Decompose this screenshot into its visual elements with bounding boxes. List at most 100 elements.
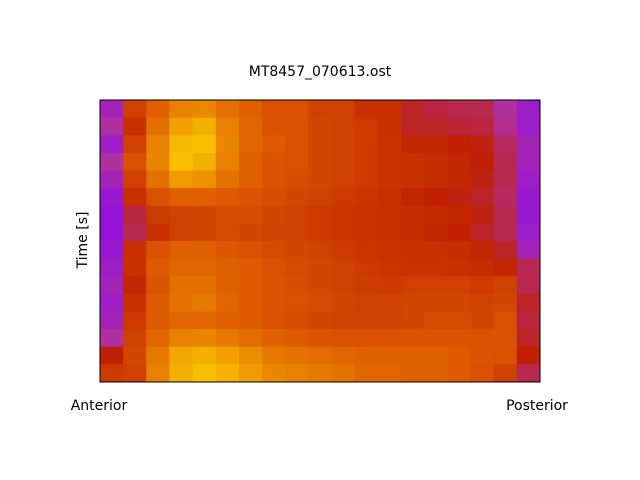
- heatmap-cell: [285, 258, 309, 277]
- heatmap-cell: [192, 346, 217, 365]
- heatmap-cell: [424, 364, 448, 383]
- heatmap-cell: [262, 223, 286, 242]
- heatmap-cell: [262, 100, 286, 119]
- heatmap-cell: [262, 364, 286, 383]
- heatmap-cell: [285, 241, 309, 260]
- heatmap-cell: [377, 346, 402, 365]
- heatmap-cell: [146, 170, 170, 189]
- heatmap-cell: [516, 117, 541, 136]
- heatmap-cell: [285, 346, 309, 365]
- heatmap-cell: [100, 170, 124, 189]
- heatmap-cell: [401, 258, 425, 277]
- heatmap-cell: [238, 311, 263, 330]
- heatmap-cell: [285, 100, 309, 119]
- heatmap-cell: [516, 100, 541, 119]
- heatmap-cell: [516, 152, 541, 171]
- heatmap-cell: [493, 293, 518, 312]
- heatmap-cell: [308, 311, 333, 330]
- heatmap-cell: [401, 135, 425, 154]
- heatmap-cell: [377, 311, 402, 330]
- heatmap-cell: [238, 276, 263, 295]
- heatmap-cell: [169, 241, 194, 260]
- heatmap-cell: [401, 223, 425, 242]
- plot-frame: [99, 99, 541, 383]
- heatmap-cell: [100, 311, 124, 330]
- heatmap-cell: [354, 135, 379, 154]
- heatmap-cell: [493, 188, 518, 207]
- heatmap-cell: [401, 205, 425, 224]
- heatmap-cell: [192, 364, 217, 383]
- heatmap-cell: [516, 170, 541, 189]
- heatmap-cell: [331, 170, 356, 189]
- heatmap-cell: [470, 258, 495, 277]
- heatmap-cell: [424, 346, 448, 365]
- heatmap-cell: [377, 152, 402, 171]
- chart-title: MT8457_070613.ost: [249, 64, 392, 80]
- heatmap-cell: [146, 241, 170, 260]
- heatmap-cell: [447, 135, 472, 154]
- heatmap-cell: [470, 241, 495, 260]
- heatmap-cell: [493, 117, 518, 136]
- heatmap-cell: [169, 364, 194, 383]
- heatmap-cell: [169, 329, 194, 348]
- heatmap-cell: [516, 276, 541, 295]
- heatmap-cell: [424, 329, 448, 348]
- heatmap-cell: [238, 205, 263, 224]
- heatmap-cell: [262, 311, 286, 330]
- heatmap-cell: [377, 241, 402, 260]
- heatmap-cell: [354, 152, 379, 171]
- heatmap-cell: [285, 170, 309, 189]
- heatmap-cell: [493, 329, 518, 348]
- heatmap-cell: [493, 276, 518, 295]
- heatmap-cell: [215, 258, 240, 277]
- heatmap-cell: [262, 346, 286, 365]
- heatmap-cell: [470, 205, 495, 224]
- heatmap-cell: [377, 205, 402, 224]
- heatmap-cell: [100, 346, 124, 365]
- heatmap-cell: [169, 117, 194, 136]
- heatmap-cell: [146, 188, 170, 207]
- heatmap-cell: [285, 117, 309, 136]
- heatmap-cell: [447, 100, 472, 119]
- heatmap-cell: [493, 223, 518, 242]
- heatmap-cell: [377, 117, 402, 136]
- heatmap-cell: [447, 241, 472, 260]
- heatmap-cell: [331, 152, 356, 171]
- heatmap-cell: [354, 170, 379, 189]
- heatmap-cell: [192, 223, 217, 242]
- heatmap-cell: [123, 364, 147, 383]
- heatmap-cell: [192, 152, 217, 171]
- heatmap-cell: [308, 258, 333, 277]
- heatmap-cell: [470, 329, 495, 348]
- heatmap-cell: [308, 117, 333, 136]
- y-axis-label: Time [s]: [75, 212, 91, 270]
- heatmap-cell: [354, 364, 379, 383]
- heatmap-cell: [401, 364, 425, 383]
- heatmap-cell: [146, 293, 170, 312]
- heatmap-cell: [146, 100, 170, 119]
- heatmap-cell: [493, 241, 518, 260]
- heatmap-cell: [123, 258, 147, 277]
- heatmap-cell: [146, 364, 170, 383]
- heatmap-cell: [516, 311, 541, 330]
- heatmap-cell: [516, 241, 541, 260]
- heatmap-cell: [354, 117, 379, 136]
- heatmap-cell: [123, 135, 147, 154]
- heatmap-cell: [215, 205, 240, 224]
- heatmap-cell: [238, 188, 263, 207]
- heatmap-cell: [493, 152, 518, 171]
- heatmap-cell: [470, 311, 495, 330]
- heatmap-cell: [401, 276, 425, 295]
- heatmap-cell: [238, 170, 263, 189]
- heatmap-cell: [401, 100, 425, 119]
- heatmap-cell: [215, 364, 240, 383]
- heatmap-cell: [331, 241, 356, 260]
- heatmap-cell: [308, 276, 333, 295]
- heatmap-cell: [262, 188, 286, 207]
- heatmap-cell: [470, 293, 495, 312]
- heatmap-cell: [123, 152, 147, 171]
- heatmap-cell: [424, 276, 448, 295]
- heatmap-cell: [516, 135, 541, 154]
- heatmap-cell: [308, 205, 333, 224]
- heatmap-cell: [123, 311, 147, 330]
